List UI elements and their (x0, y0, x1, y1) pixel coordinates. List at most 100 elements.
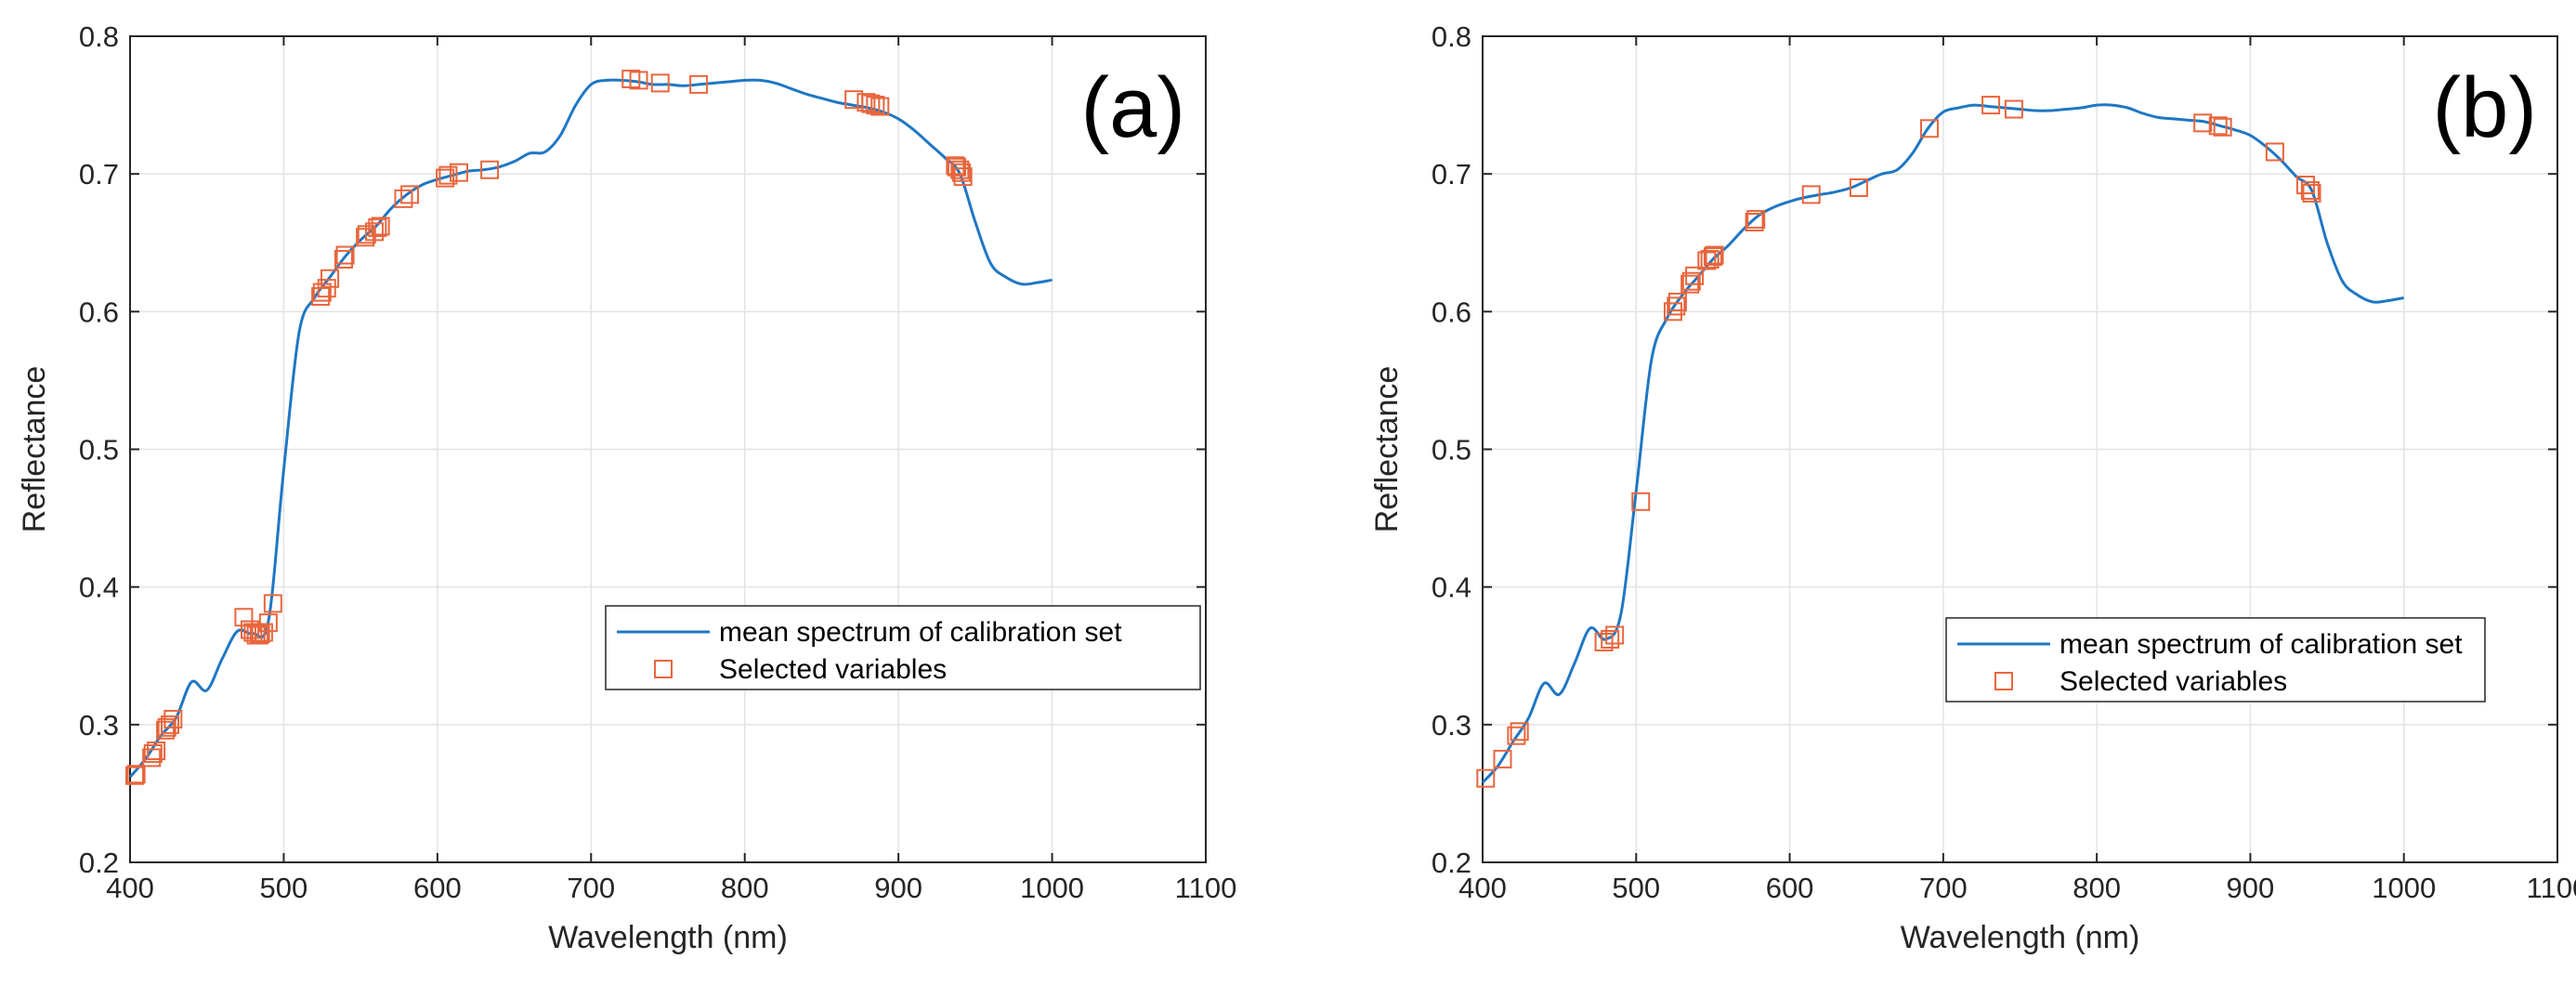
panel-label: (a) (1081, 60, 1185, 155)
x-tick-label: 1100 (2527, 872, 2576, 904)
selected-variable-marker (124, 766, 144, 785)
selected-variable-marker (335, 245, 355, 265)
selected-variable-marker (1667, 292, 1687, 311)
selected-variable-marker (2213, 117, 2232, 137)
y-tick-label: 0.6 (1432, 296, 1471, 328)
selected-variable-marker (400, 185, 420, 204)
selected-variable-marker (1667, 296, 1686, 316)
selected-variable-marker (394, 189, 413, 208)
selected-variable-marker (438, 165, 458, 185)
selected-variable-marker (2208, 116, 2228, 136)
y-tick-label: 0.2 (1432, 847, 1471, 879)
legend-marker-swatch (1994, 672, 2013, 690)
selected-variable-marker (1703, 247, 1722, 267)
x-tick-label: 500 (1612, 872, 1660, 904)
x-tick-label: 1000 (1020, 872, 1084, 904)
selected-variable-marker (333, 250, 353, 269)
selected-variable-marker (870, 97, 890, 116)
selected-variable-marker (317, 279, 336, 298)
x-tick-label: 700 (1919, 872, 1968, 904)
legend-box (605, 605, 1201, 690)
y-axis-label: Reflectance (1369, 366, 1405, 533)
y-tick-label: 0.5 (1432, 434, 1471, 466)
selected-variable-marker (1493, 749, 1512, 768)
selected-variable-marker (1849, 177, 1868, 197)
selected-variable-marker (1685, 266, 1705, 285)
selected-variable-marker (2265, 142, 2284, 162)
y-tick-label: 0.2 (79, 847, 119, 879)
selected-variable-marker (263, 594, 282, 613)
selected-variable-marker (1681, 271, 1701, 291)
selected-variable-marker (650, 73, 670, 93)
y-tick-label: 0.8 (79, 20, 119, 53)
y-axis-label: Reflectance (17, 366, 52, 533)
selected-variable-marker (436, 168, 455, 188)
y-tick-label: 0.8 (1432, 20, 1471, 53)
x-tick-label: 400 (106, 872, 154, 904)
legend-entry-label: Selected variables (2059, 666, 2287, 697)
x-tick-label: 900 (874, 872, 922, 904)
x-axis-label: Wavelength (nm) (1901, 920, 2140, 955)
y-tick-label: 0.6 (79, 296, 119, 328)
selected-variable-marker (371, 217, 390, 236)
y-tick-label: 0.4 (1432, 571, 1471, 604)
selected-variable-marker (1663, 302, 1682, 322)
selected-variable-marker (320, 269, 340, 288)
selected-variable-marker (1705, 245, 1724, 265)
chart-panel-b: 400 500 600 700 800 900 1000 1100 0.2 0.3 0.4 0.5 0.… (1369, 20, 2576, 955)
selected-variable-marker (365, 222, 385, 242)
legend-entry-label: Selected variables (719, 654, 947, 685)
selected-variable-marker (2004, 99, 2023, 119)
selected-variable-marker (948, 157, 967, 177)
x-tick-label: 800 (2073, 872, 2121, 904)
selected-variable-marker (689, 74, 709, 94)
selected-variable-marker (126, 765, 146, 784)
selected-variable-marker (1745, 213, 1764, 232)
selected-variable-marker (1700, 250, 1720, 269)
selected-variable-marker (254, 623, 273, 642)
selected-variable-marker (953, 167, 973, 187)
panel-label: (b) (2433, 60, 2537, 155)
selected-variable-marker (1476, 768, 1496, 788)
selected-variable-marker (147, 741, 166, 760)
x-tick-label: 400 (1458, 872, 1507, 904)
selected-variable-marker (950, 160, 970, 179)
selected-variable-marker (163, 709, 183, 729)
selected-variable-marker (1801, 185, 1821, 204)
selected-variable-marker (258, 613, 278, 633)
selected-variable-marker (368, 217, 387, 237)
mean-spectrum-line (128, 78, 1053, 779)
selected-variable-marker (1601, 629, 1620, 649)
x-tick-label: 900 (2227, 872, 2275, 904)
selected-variable-marker (143, 743, 163, 763)
selected-variable-marker (450, 163, 469, 182)
chart-panel-a: 400 500 600 700 800 900 1000 1100 0.2 0.3 0.4 0.5 0.… (17, 20, 1236, 955)
legend-entry-label: mean spectrum of calibration set (719, 617, 1122, 648)
x-tick-label: 500 (260, 872, 308, 904)
x-tick-label: 1000 (2372, 872, 2436, 904)
mean-spectrum-line (1481, 103, 2404, 784)
selected-variable-marker (161, 715, 180, 734)
selected-variable-marker (142, 748, 162, 768)
y-tick-label: 0.4 (79, 571, 119, 604)
selected-variable-marker (1981, 96, 2001, 115)
legend-entry-label: mean spectrum of calibration set (2059, 629, 2463, 660)
legend-box (1945, 617, 2486, 703)
selected-variable-marker (1510, 722, 1529, 742)
selected-variable-marker (1919, 119, 1939, 138)
selected-variable-marker (1746, 210, 1766, 230)
selected-variable-marker (1507, 726, 1526, 745)
selected-variable-marker (2300, 180, 2320, 200)
selected-variable-marker (2302, 183, 2321, 203)
selected-variable-marker (480, 160, 500, 179)
y-tick-label: 0.3 (79, 709, 119, 742)
selected-variable-marker (866, 96, 885, 115)
selected-variable-marker (1605, 625, 1625, 645)
selected-variable-marker (2193, 113, 2213, 133)
x-tick-label: 800 (721, 872, 769, 904)
selected-variable-marker (629, 71, 648, 90)
y-tick-label: 0.7 (79, 158, 119, 190)
x-tick-label: 600 (1766, 872, 1814, 904)
selected-variable-marker (951, 163, 971, 182)
